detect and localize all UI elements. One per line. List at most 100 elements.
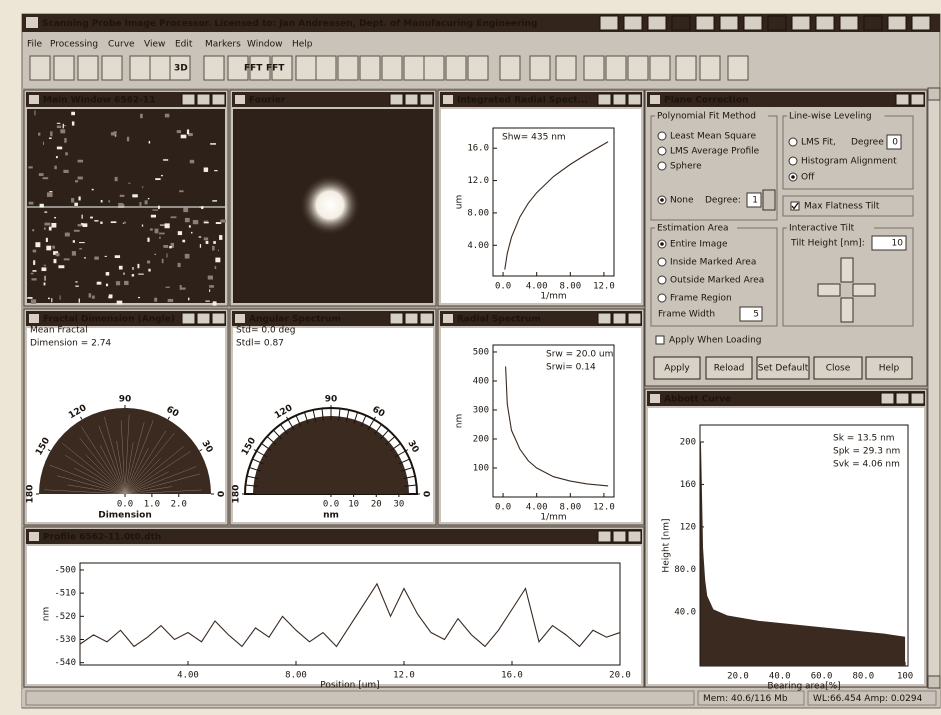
checkbox-label[interactable]: Max Flatness Tilt: [804, 202, 880, 212]
toolbar-button[interactable]: [316, 56, 336, 80]
image-speck: [204, 167, 208, 171]
menu-item[interactable]: Processing: [50, 40, 98, 50]
window-button[interactable]: [212, 313, 225, 324]
radio-label[interactable]: None: [670, 196, 694, 206]
radio-button[interactable]: [658, 276, 666, 284]
radio-button[interactable]: [658, 258, 666, 266]
window-button[interactable]: [420, 313, 433, 324]
window-button[interactable]: [628, 94, 641, 105]
radio-label[interactable]: Frame Region: [670, 294, 732, 304]
toolbar-button[interactable]: [500, 56, 520, 80]
window-button[interactable]: [896, 94, 909, 105]
toolbar-button[interactable]: [468, 56, 488, 80]
image-speck: [100, 222, 102, 224]
window-button[interactable]: [405, 94, 418, 105]
scroll-down[interactable]: [928, 676, 940, 688]
annotation: Dimension = 2.74: [30, 339, 111, 349]
menu-item[interactable]: File: [27, 40, 43, 50]
radio-button[interactable]: [658, 162, 666, 170]
radio-label[interactable]: Off: [801, 173, 815, 183]
window-button[interactable]: [390, 94, 403, 105]
toolbar-button[interactable]: [556, 56, 576, 80]
menu-item[interactable]: View: [144, 40, 165, 50]
radio-button[interactable]: [789, 157, 797, 165]
menu-item[interactable]: Window: [247, 40, 283, 50]
window-button[interactable]: [613, 531, 626, 542]
button-label[interactable]: Apply: [664, 364, 690, 374]
button-label[interactable]: Reload: [714, 364, 745, 374]
toolbar-button[interactable]: [360, 56, 380, 80]
image-speck: [58, 265, 64, 268]
radio-label[interactable]: Entire Image: [670, 240, 728, 250]
button-label[interactable]: Close: [826, 364, 851, 374]
radio-button[interactable]: [789, 138, 797, 146]
radio-button[interactable]: [658, 132, 666, 140]
x-axis-label: Position [um]: [320, 681, 379, 691]
menu-item[interactable]: Edit: [175, 40, 193, 50]
window-button[interactable]: [911, 393, 924, 404]
window-button[interactable]: [182, 313, 195, 324]
toolbar-button[interactable]: [150, 56, 170, 80]
toolbar-button[interactable]: [54, 56, 74, 80]
window-button[interactable]: [182, 94, 195, 105]
window-button[interactable]: [598, 531, 611, 542]
window-button[interactable]: [420, 94, 433, 105]
window-button[interactable]: [212, 94, 225, 105]
toolbar-button[interactable]: [530, 56, 550, 80]
radio-label[interactable]: Least Mean Square: [670, 132, 757, 142]
tilt-arrow-button[interactable]: [841, 298, 853, 322]
button-label[interactable]: Set Default: [758, 364, 809, 374]
radio-button[interactable]: [658, 147, 666, 155]
radio-label[interactable]: Outside Marked Area: [670, 276, 764, 286]
toolbar-button[interactable]: [102, 56, 122, 80]
toolbar-button[interactable]: [338, 56, 358, 80]
menu-item[interactable]: Curve: [108, 40, 135, 50]
tilt-arrow-button[interactable]: [841, 258, 853, 282]
window-button[interactable]: [613, 94, 626, 105]
toolbar-button[interactable]: [446, 56, 466, 80]
tilt-arrow-button[interactable]: [818, 284, 840, 296]
toolbar-button[interactable]: [628, 56, 648, 80]
toolbar-button[interactable]: [30, 56, 50, 80]
radio-label[interactable]: Inside Marked Area: [670, 258, 756, 268]
toolbar-button[interactable]: [606, 56, 626, 80]
radio-label[interactable]: Sphere: [670, 162, 702, 172]
spin-button[interactable]: [763, 190, 775, 210]
menu-item[interactable]: Help: [292, 40, 313, 50]
window-button[interactable]: [881, 393, 894, 404]
window-button[interactable]: [390, 313, 403, 324]
window-button[interactable]: [628, 313, 641, 324]
toolbar-button[interactable]: [424, 56, 444, 80]
window-button[interactable]: [896, 393, 909, 404]
radio-button[interactable]: [658, 294, 666, 302]
radio-label[interactable]: Histogram Alignment: [801, 157, 897, 167]
window-button[interactable]: [628, 531, 641, 542]
window-button[interactable]: [197, 94, 210, 105]
scroll-up[interactable]: [928, 88, 940, 100]
toolbar-button[interactable]: [584, 56, 604, 80]
radio-label[interactable]: LMS Fit,: [801, 138, 836, 148]
toolbar-button[interactable]: [296, 56, 316, 80]
toolbar-button[interactable]: [728, 56, 748, 80]
tilt-arrow-button[interactable]: [853, 284, 875, 296]
radio-label[interactable]: LMS Average Profile: [670, 147, 760, 157]
toolbar-button[interactable]: [382, 56, 402, 80]
toolbar-button[interactable]: [130, 56, 150, 80]
button-label[interactable]: Help: [879, 364, 900, 374]
toolbar-button[interactable]: [78, 56, 98, 80]
toolbar-button[interactable]: [204, 56, 224, 80]
window-button[interactable]: [405, 313, 418, 324]
toolbar-button[interactable]: [700, 56, 720, 80]
window-button[interactable]: [197, 313, 210, 324]
x-axis-label: 1/mm: [540, 513, 566, 523]
window-button[interactable]: [598, 313, 611, 324]
toolbar-button[interactable]: [404, 56, 424, 80]
window-button[interactable]: [911, 94, 924, 105]
checkbox-label[interactable]: Apply When Loading: [669, 336, 761, 346]
window-button[interactable]: [613, 313, 626, 324]
checkbox[interactable]: [656, 336, 664, 344]
window-button[interactable]: [598, 94, 611, 105]
menu-item[interactable]: Markers: [205, 40, 241, 50]
toolbar-button[interactable]: [676, 56, 696, 80]
toolbar-button[interactable]: [650, 56, 670, 80]
